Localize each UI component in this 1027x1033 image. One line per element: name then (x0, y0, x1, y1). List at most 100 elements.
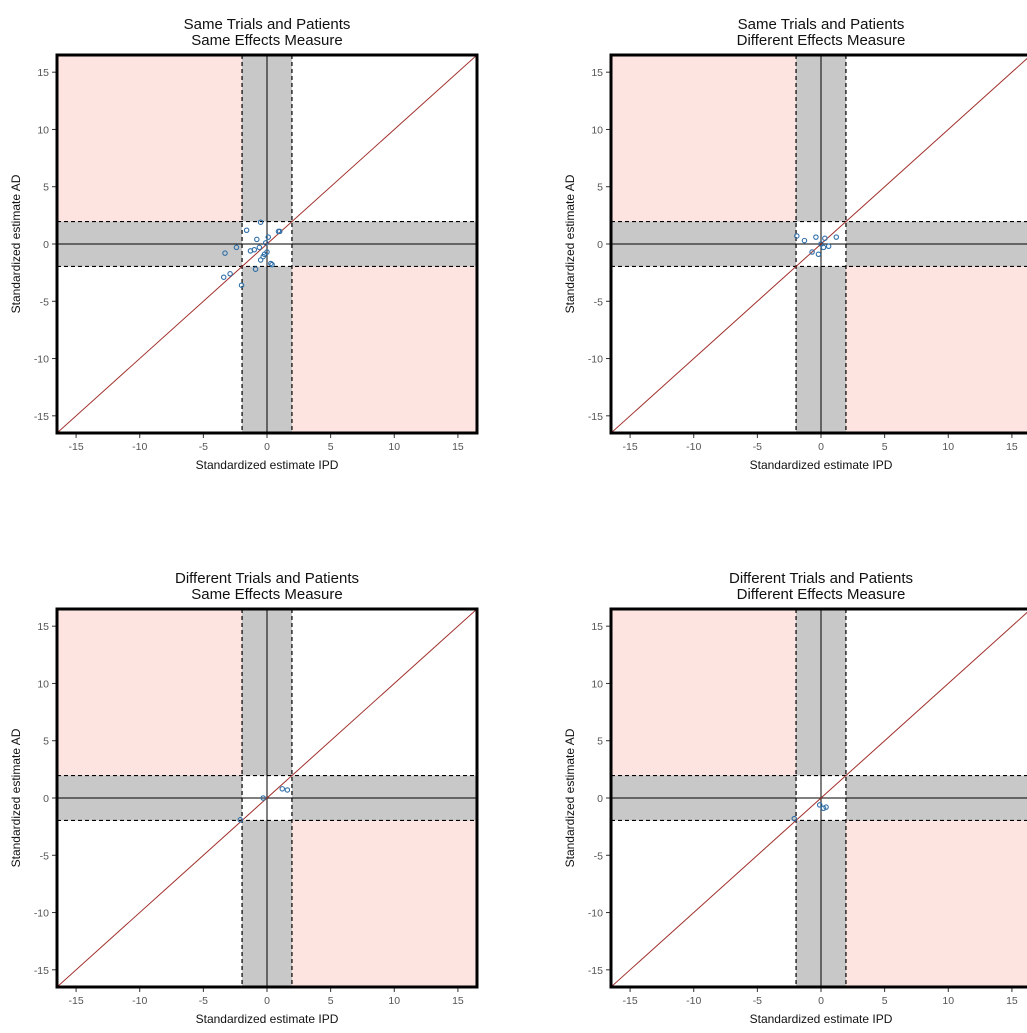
data-point (791, 815, 798, 822)
data-point (243, 227, 250, 234)
y-tick-label: -10 (34, 908, 49, 920)
panel-2: -15 -15 -10 -10 -5 -5 0 0 5 5 10 10 15 15 Same Trials … (563, 16, 1027, 472)
data-point (284, 787, 291, 793)
data-point (257, 219, 264, 225)
chart-title-line-2: Same Effects Measure (191, 586, 342, 603)
data-point (823, 804, 829, 810)
y-tick-label: -10 (588, 908, 603, 920)
discordant-region-upper-left (611, 55, 797, 222)
x-tick-label: -5 (753, 441, 762, 453)
discordant-region-upper-left (611, 609, 797, 776)
x-tick-label: 5 (882, 995, 888, 1007)
y-tick-label: -5 (594, 850, 603, 862)
data-point (237, 817, 244, 823)
data-point (813, 234, 819, 240)
x-tick-label: 15 (1006, 995, 1018, 1007)
x-tick-label: 10 (942, 441, 954, 453)
plot-area (57, 609, 477, 987)
plot-area (611, 55, 1027, 433)
y-axis-label: Standardized estimate AD (9, 728, 23, 867)
data-point (262, 240, 269, 246)
x-tick-label: 5 (882, 441, 888, 453)
data-point (820, 805, 827, 812)
chart-title-line-1: Same Trials and Patients (738, 16, 905, 33)
data-point (820, 244, 827, 251)
x-tick-label: 0 (264, 441, 270, 453)
panel-4: -15 -15 -10 -10 -5 -5 0 0 5 5 10 10 15 15 Different Tr… (563, 570, 1027, 1026)
y-tick-label: 5 (597, 182, 603, 194)
x-tick-label: -15 (622, 995, 637, 1007)
data-point (276, 228, 283, 235)
discordant-region-upper-left (57, 609, 243, 776)
x-axis-label: Standardized estimate IPD (750, 1012, 893, 1026)
x-axis-label: Standardized estimate IPD (196, 458, 339, 472)
x-tick-label: 5 (328, 441, 334, 453)
x-tick-label: -10 (686, 441, 701, 453)
y-tick-label: -15 (34, 965, 49, 977)
y-tick-label: -5 (40, 850, 49, 862)
x-tick-label: -15 (68, 441, 83, 453)
data-point (256, 244, 263, 251)
data-point (833, 234, 840, 240)
data-point (233, 244, 240, 251)
data-point (825, 243, 832, 250)
y-tick-label: -10 (588, 354, 603, 366)
y-axis-label: Standardized estimate AD (9, 174, 23, 313)
x-tick-label: 15 (452, 441, 464, 453)
x-tick-label: -10 (132, 995, 147, 1007)
x-tick-label: -10 (132, 441, 147, 453)
data-point (257, 257, 264, 263)
y-axis-label: Standardized estimate AD (563, 728, 577, 867)
y-axis-label: Standardized estimate AD (563, 174, 577, 313)
x-tick-label: -15 (68, 995, 83, 1007)
plot-frame (55, 53, 479, 435)
data-point (220, 274, 227, 280)
y-tick-label: 15 (591, 621, 603, 633)
discordant-region-lower-right (845, 266, 1027, 433)
data-point (227, 271, 233, 277)
x-tick-label: -5 (753, 995, 762, 1007)
y-tick-label: -15 (34, 411, 49, 423)
plot-frame (55, 607, 479, 989)
plot-frame (609, 607, 1027, 989)
y-tick-label: 5 (597, 736, 603, 748)
data-point (816, 802, 823, 808)
chart-title-line-1: Different Trials and Patients (175, 570, 359, 587)
x-tick-label: 10 (388, 995, 400, 1007)
x-tick-label: 15 (452, 995, 464, 1007)
chart-title-line-2: Different Effects Measure (737, 32, 906, 49)
y-tick-label: -15 (588, 411, 603, 423)
data-point (254, 236, 260, 243)
x-tick-label: 10 (388, 441, 400, 453)
y-tick-label: 15 (37, 67, 49, 79)
identity-line (57, 55, 477, 433)
plot-area (57, 55, 477, 433)
y-tick-label: -15 (588, 965, 603, 977)
data-point (268, 260, 274, 267)
y-tick-label: -10 (34, 354, 49, 366)
y-tick-label: 0 (597, 239, 603, 251)
data-point (265, 234, 272, 240)
data-point (261, 251, 268, 258)
chart-title-line-1: Same Trials and Patients (184, 16, 351, 33)
y-tick-label: 10 (591, 124, 603, 136)
x-tick-label: 0 (818, 995, 824, 1007)
data-point (809, 249, 815, 255)
identity-line (57, 609, 477, 987)
data-point (252, 266, 259, 272)
discordant-region-upper-left (57, 55, 243, 222)
data-point (818, 241, 824, 247)
chart-title-line-2: Same Effects Measure (191, 32, 342, 49)
x-tick-label: 15 (1006, 441, 1018, 453)
y-tick-label: 5 (43, 736, 49, 748)
y-tick-label: 10 (37, 678, 49, 690)
data-point (279, 786, 286, 792)
x-tick-label: -5 (199, 995, 208, 1007)
y-tick-label: 0 (43, 239, 49, 251)
y-tick-label: 10 (37, 124, 49, 136)
x-tick-label: -5 (199, 441, 208, 453)
y-tick-label: 0 (597, 793, 603, 805)
data-point (801, 237, 808, 244)
